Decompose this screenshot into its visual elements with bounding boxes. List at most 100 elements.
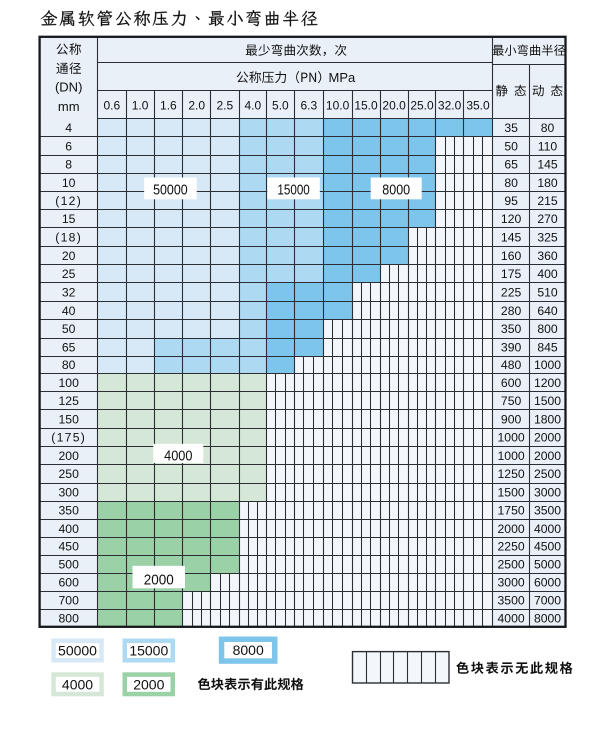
svg-text:145: 145 — [537, 158, 558, 172]
svg-text:1.0: 1.0 — [132, 98, 149, 112]
svg-text:1200: 1200 — [534, 376, 561, 390]
svg-text:80: 80 — [504, 176, 518, 190]
svg-text:450: 450 — [59, 540, 80, 554]
svg-text:50: 50 — [62, 322, 76, 336]
svg-text:2250: 2250 — [498, 540, 525, 554]
svg-text:1.6: 1.6 — [160, 98, 177, 112]
svg-text:1000: 1000 — [534, 358, 561, 372]
svg-text:10: 10 — [62, 176, 76, 190]
svg-text:2000: 2000 — [133, 676, 164, 692]
svg-text:6: 6 — [65, 139, 72, 153]
svg-text:6.3: 6.3 — [300, 98, 317, 112]
svg-text:800: 800 — [537, 322, 558, 336]
svg-text:32.0: 32.0 — [438, 98, 462, 112]
svg-text:800: 800 — [59, 611, 80, 625]
svg-text:MPa: MPa — [329, 70, 357, 85]
svg-text:50000: 50000 — [58, 643, 97, 659]
svg-text:1000: 1000 — [498, 431, 525, 445]
svg-text:2.5: 2.5 — [216, 98, 233, 112]
svg-text:390: 390 — [501, 341, 522, 355]
svg-text:120: 120 — [501, 212, 522, 226]
svg-text:2000: 2000 — [534, 431, 561, 445]
svg-text:145: 145 — [501, 230, 522, 244]
svg-text:15.0: 15.0 — [354, 98, 378, 112]
svg-text:35: 35 — [504, 121, 518, 135]
svg-text:110: 110 — [538, 139, 558, 153]
svg-text:2500: 2500 — [498, 558, 525, 572]
svg-text:50000: 50000 — [153, 183, 188, 199]
svg-text:280: 280 — [501, 304, 522, 318]
svg-text:(18): (18) — [55, 230, 82, 244]
svg-text:15000: 15000 — [129, 643, 168, 659]
svg-text:845: 845 — [537, 341, 558, 355]
svg-text:600: 600 — [501, 376, 522, 390]
svg-text:8000: 8000 — [233, 642, 264, 658]
svg-text:1500: 1500 — [534, 394, 561, 408]
svg-text:1250: 1250 — [498, 467, 525, 481]
svg-text:510: 510 — [537, 285, 558, 299]
svg-text:400: 400 — [537, 267, 558, 281]
svg-text:(175): (175) — [51, 431, 86, 445]
svg-text:(DN): (DN) — [55, 79, 82, 94]
svg-text:640: 640 — [537, 304, 558, 318]
svg-text:3500: 3500 — [534, 504, 561, 518]
svg-text:1500: 1500 — [498, 485, 525, 499]
svg-text:500: 500 — [59, 558, 80, 572]
svg-text:5000: 5000 — [534, 558, 561, 572]
svg-text:15000: 15000 — [277, 183, 309, 199]
svg-text:200: 200 — [59, 449, 80, 463]
svg-text:480: 480 — [501, 358, 522, 372]
svg-text:270: 270 — [537, 212, 558, 226]
svg-text:20: 20 — [62, 249, 76, 263]
svg-text:350: 350 — [59, 504, 80, 518]
svg-text:4000: 4000 — [534, 522, 561, 536]
svg-text:4000: 4000 — [62, 676, 93, 692]
svg-text:8000: 8000 — [534, 611, 561, 625]
svg-text:100: 100 — [59, 376, 80, 390]
svg-text:3500: 3500 — [498, 594, 525, 608]
svg-text:35.0: 35.0 — [466, 98, 490, 112]
svg-text:600: 600 — [59, 576, 80, 590]
svg-text:1000: 1000 — [498, 449, 525, 463]
svg-text:mm: mm — [58, 99, 80, 114]
svg-text:40: 40 — [62, 304, 76, 318]
svg-text:1800: 1800 — [534, 412, 561, 426]
svg-text:325: 325 — [537, 230, 558, 244]
svg-text:700: 700 — [59, 594, 80, 608]
svg-text:4500: 4500 — [534, 540, 561, 554]
svg-text:350: 350 — [501, 322, 522, 336]
svg-text:10.0: 10.0 — [326, 98, 350, 112]
svg-text:80: 80 — [62, 358, 76, 372]
svg-text:2.0: 2.0 — [188, 98, 205, 112]
svg-text:(12): (12) — [55, 194, 82, 208]
svg-text:150: 150 — [59, 412, 80, 426]
svg-text:2000: 2000 — [498, 522, 525, 536]
svg-text:4.0: 4.0 — [244, 98, 261, 112]
svg-text:360: 360 — [537, 249, 558, 263]
svg-text:6000: 6000 — [534, 576, 561, 590]
svg-text:65: 65 — [504, 158, 518, 172]
svg-text:175: 175 — [501, 267, 522, 281]
svg-text:4000: 4000 — [164, 449, 192, 465]
svg-text:15: 15 — [62, 212, 76, 226]
svg-text:8000: 8000 — [382, 183, 410, 199]
svg-text:225: 225 — [501, 285, 522, 299]
svg-text:80: 80 — [541, 121, 555, 135]
svg-text:180: 180 — [537, 176, 558, 190]
svg-text:25.0: 25.0 — [410, 98, 434, 112]
svg-text:4: 4 — [65, 121, 72, 135]
svg-text:20.0: 20.0 — [382, 98, 406, 112]
svg-text:8: 8 — [65, 158, 72, 172]
svg-text:215: 215 — [537, 194, 558, 208]
svg-text:3000: 3000 — [498, 576, 525, 590]
svg-text:2000: 2000 — [534, 449, 561, 463]
svg-text:32: 32 — [62, 285, 76, 299]
svg-text:2000: 2000 — [144, 571, 174, 588]
svg-text:25: 25 — [62, 267, 76, 281]
svg-text:300: 300 — [59, 485, 80, 499]
svg-text:50: 50 — [504, 139, 518, 153]
svg-text:3000: 3000 — [534, 485, 561, 499]
svg-text:95: 95 — [504, 194, 518, 208]
svg-text:65: 65 — [62, 341, 76, 355]
svg-text:2500: 2500 — [534, 467, 561, 481]
